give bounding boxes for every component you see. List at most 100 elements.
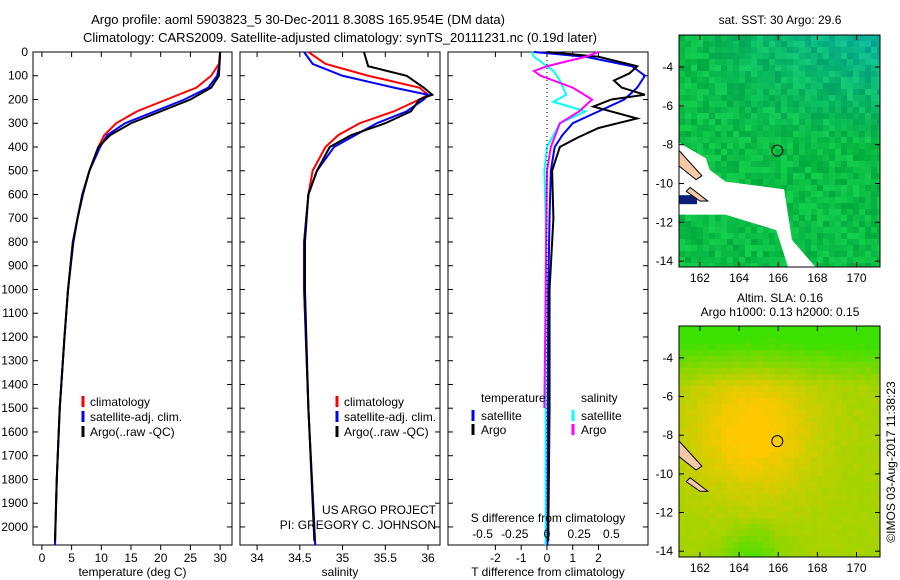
- map-cell: [691, 500, 697, 506]
- map-cell: [823, 374, 829, 380]
- map-cell: [757, 113, 763, 119]
- map-cell: [775, 386, 781, 392]
- map-cell: [769, 398, 775, 404]
- map-cell: [841, 476, 847, 482]
- map-cell: [715, 161, 721, 167]
- map-cell: [781, 368, 787, 374]
- map-cell: [703, 518, 709, 524]
- map-cell: [835, 362, 841, 368]
- map-cell: [805, 374, 811, 380]
- lat-tick-label: -8: [662, 138, 673, 152]
- map-cell: [817, 65, 823, 71]
- map-cell: [841, 374, 847, 380]
- map-cell: [829, 464, 835, 470]
- map-cell: [847, 542, 853, 548]
- map-cell: [829, 77, 835, 83]
- map-cell: [703, 143, 709, 149]
- map-cell: [793, 386, 799, 392]
- map-cell: [715, 350, 721, 356]
- map-cell: [703, 506, 709, 512]
- map-cell: [793, 344, 799, 350]
- map-cell: [859, 440, 865, 446]
- map-cell: [799, 77, 805, 83]
- map-cell: [745, 536, 751, 542]
- map-cell: [691, 137, 697, 143]
- map-cell: [697, 428, 703, 434]
- map-cell: [685, 119, 691, 125]
- map-cell: [787, 416, 793, 422]
- map-cell: [679, 500, 685, 506]
- map-cell: [817, 53, 823, 59]
- map-cell: [841, 482, 847, 488]
- map-cell: [847, 221, 853, 227]
- map-cell: [841, 35, 847, 41]
- map-cell: [805, 83, 811, 89]
- map-cell: [733, 227, 739, 233]
- map-cell: [817, 143, 823, 149]
- map-cell: [871, 101, 877, 107]
- map-cell: [787, 41, 793, 47]
- map-cell: [763, 434, 769, 440]
- map-cell: [817, 149, 823, 155]
- map-cell: [871, 203, 877, 209]
- map-cell: [721, 398, 727, 404]
- map-cell: [697, 470, 703, 476]
- map-cell: [823, 143, 829, 149]
- map-cell: [769, 71, 775, 77]
- map-cell: [775, 77, 781, 83]
- map-cell: [697, 500, 703, 506]
- map-cell: [685, 524, 691, 530]
- map-cell: [865, 143, 871, 149]
- map-cell: [751, 488, 757, 494]
- map-cell: [841, 95, 847, 101]
- map-cell: [745, 506, 751, 512]
- map-cell: [703, 89, 709, 95]
- map-cell: [691, 233, 697, 239]
- map-cell: [757, 245, 763, 251]
- map-cell: [835, 65, 841, 71]
- map-cell: [847, 440, 853, 446]
- map-cell: [703, 257, 709, 263]
- map-cell: [751, 548, 757, 554]
- map-cell: [811, 47, 817, 53]
- map-cell: [715, 440, 721, 446]
- map-cell: [823, 263, 829, 267]
- map-cell: [751, 149, 757, 155]
- map-cell: [685, 239, 691, 245]
- map-cell: [829, 191, 835, 197]
- map-cell: [847, 464, 853, 470]
- map-cell: [679, 215, 685, 221]
- map-cell: [847, 548, 853, 554]
- map-cell: [763, 428, 769, 434]
- map-cell: [853, 452, 859, 458]
- map-cell: [835, 416, 841, 422]
- map-cell: [787, 548, 793, 554]
- map-cell: [817, 500, 823, 506]
- map-cell: [823, 59, 829, 65]
- map-cell: [727, 434, 733, 440]
- map-cell: [853, 350, 859, 356]
- map-cell: [751, 125, 757, 131]
- map-cell: [739, 344, 745, 350]
- map-cell: [775, 350, 781, 356]
- map-cell: [787, 428, 793, 434]
- map-cell: [823, 167, 829, 173]
- map-cell: [679, 344, 685, 350]
- map-cell: [781, 257, 787, 263]
- map-cell: [817, 83, 823, 89]
- map-cell: [805, 161, 811, 167]
- map-cell: [805, 239, 811, 245]
- map-cell: [703, 344, 709, 350]
- map-cell: [829, 149, 835, 155]
- map-cell: [769, 458, 775, 464]
- map-cell: [727, 416, 733, 422]
- map-cell: [775, 548, 781, 554]
- map-cell: [805, 179, 811, 185]
- map-cell: [727, 47, 733, 53]
- map-cell: [763, 41, 769, 47]
- map-cell: [871, 131, 877, 137]
- map-cell: [679, 89, 685, 95]
- map-cell: [853, 506, 859, 512]
- map-cell: [859, 458, 865, 464]
- lat-tick-label: -12: [656, 215, 674, 229]
